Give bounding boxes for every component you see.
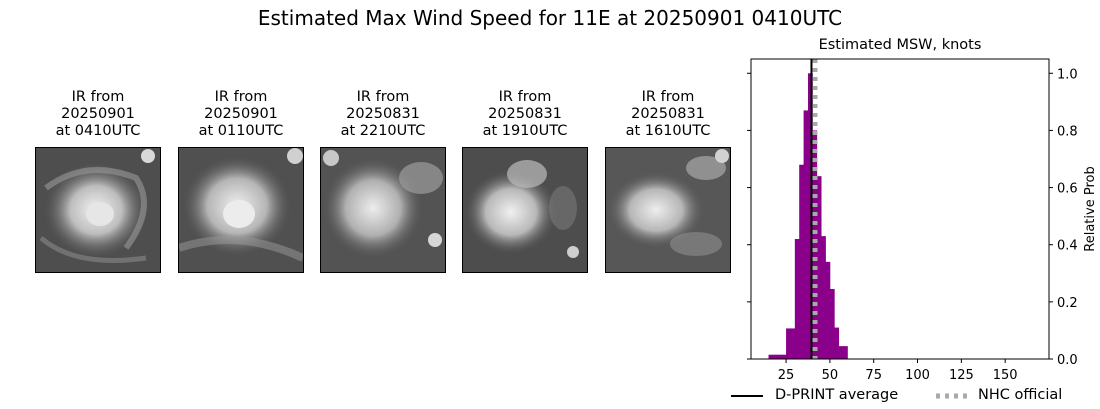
ir-satellite-image [320,147,446,273]
ir-panel-caption: IR from 20250901 at 0410UTC [55,89,141,139]
y-tick-label: 0.8 [1057,124,1078,139]
histogram-bar [834,327,840,359]
ir-panel-caption: IR from 20250831 at 1910UTC [482,89,568,139]
ir-panel-caption: IR from 20250831 at 1610UTC [625,89,711,139]
y-tick-label: 0.2 [1057,296,1078,311]
legend-label-nhc: NHC official [978,387,1063,403]
y-tick-label: 0.6 [1057,182,1078,197]
ir-panel-4: IR from 20250831 at 1910UTC [462,89,588,273]
histogram-bar [799,164,804,359]
ir-panel-1: IR from 20250901 at 0410UTC [35,89,161,273]
histogram-bar [807,73,813,360]
chart-title: Estimated MSW, knots [818,37,982,53]
x-tick-label: 75 [865,368,882,383]
ir-satellite-image [462,147,588,273]
ir-panel-caption: IR from 20250831 at 2210UTC [340,89,426,139]
histogram-bar [825,261,831,359]
legend-swatches [731,393,968,399]
x-tick-label: 50 [822,368,839,383]
x-axis-ticks: 25 50 75 100 125 150 [778,359,1018,383]
ir-satellite-image [605,147,731,273]
x-tick-label: 100 [905,368,930,383]
histogram-bar [768,354,774,359]
histogram-bar [790,328,796,359]
y-axis-label: Relative Prob [1083,166,1098,251]
y-tick-label: 1.0 [1057,67,1078,82]
histogram-bar [816,176,822,359]
ir-satellite-image [35,147,161,273]
figure-title: Estimated Max Wind Speed for 11E at 2025… [257,6,843,30]
histogram-bar [803,110,809,359]
ir-panel-5: IR from 20250831 at 1610UTC [605,89,731,273]
ir-satellite-image [178,147,304,273]
histogram-bar [777,354,783,359]
y-axis-ticks: 0.0 0.2 0.4 0.6 0.8 1.0 [747,67,1078,368]
histogram-bar [838,346,844,359]
histogram-bar [772,354,778,359]
histogram-bar [821,236,826,359]
plot-frame [750,58,1050,360]
histogram-bar [829,289,835,359]
y-tick-label: 0.0 [1057,353,1078,368]
ir-panel-3: IR from 20250831 at 2210UTC [320,89,446,273]
histogram-bar [786,328,791,359]
ir-panel-2: IR from 20250901 at 0110UTC [178,89,304,273]
histogram-bar [781,354,787,359]
x-tick-label: 150 [993,368,1018,383]
ir-panel-caption: IR from 20250901 at 0110UTC [198,89,284,139]
histogram-bar [843,346,848,359]
histogram-bar [794,239,800,359]
histogram-bars [768,73,848,360]
x-tick-label: 125 [949,368,974,383]
histogram-bar [812,130,818,359]
legend-label-average: D-PRINT average [775,387,899,403]
reference-lines [810,59,818,359]
y-tick-label: 0.4 [1057,239,1078,254]
x-tick-label: 25 [778,368,795,383]
